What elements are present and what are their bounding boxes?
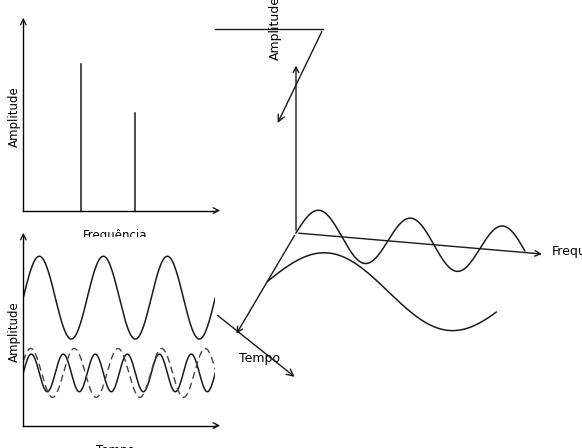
Text: Tempo: Tempo	[239, 352, 280, 365]
Text: Frequência: Frequência	[552, 246, 582, 258]
Text: Tempo: Tempo	[96, 444, 135, 448]
Text: Frequência: Frequência	[83, 229, 148, 242]
Text: Amplitude: Amplitude	[269, 0, 282, 60]
Y-axis label: Amplitude: Amplitude	[8, 86, 20, 147]
Y-axis label: Amplitude: Amplitude	[8, 301, 20, 362]
